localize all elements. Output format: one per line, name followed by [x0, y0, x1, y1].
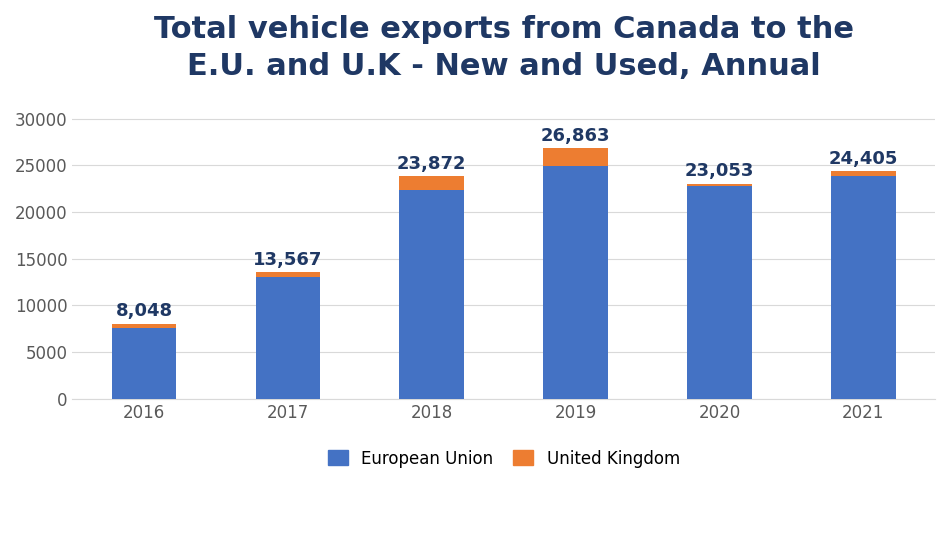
Bar [399, 176, 465, 190]
Bar [831, 175, 896, 399]
Legend: European Union, United Kingdom: European Union, United Kingdom [321, 443, 687, 475]
Bar [112, 324, 177, 328]
Text: 13,567: 13,567 [254, 251, 323, 269]
Text: 26,863: 26,863 [541, 127, 611, 145]
Bar [543, 166, 608, 399]
Bar [831, 171, 896, 175]
Bar [399, 190, 465, 399]
Title: Total vehicle exports from Canada to the
E.U. and U.K - New and Used, Annual: Total vehicle exports from Canada to the… [154, 15, 854, 81]
Bar [687, 186, 751, 399]
Bar [543, 148, 608, 166]
Text: 24,405: 24,405 [828, 150, 898, 167]
Text: 8,048: 8,048 [116, 302, 173, 320]
Text: 23,872: 23,872 [397, 155, 466, 173]
Bar [256, 272, 320, 277]
Bar [256, 277, 320, 399]
Bar [687, 184, 751, 186]
Bar [112, 328, 177, 399]
Text: 23,053: 23,053 [685, 162, 754, 180]
